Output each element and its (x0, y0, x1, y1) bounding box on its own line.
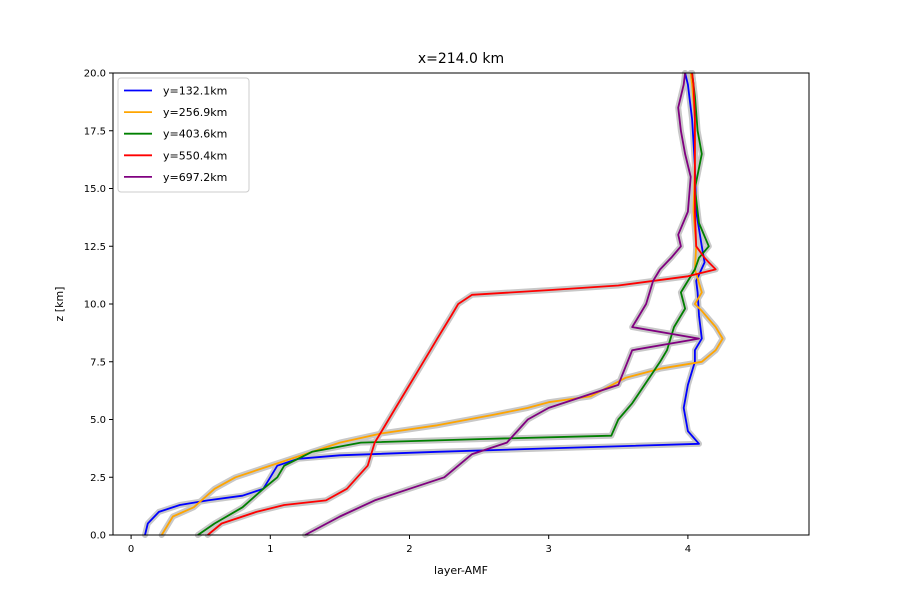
legend-label: y=132.1km (163, 85, 227, 98)
x-tick-label: 0 (128, 544, 134, 555)
x-axis-label: layer-AMF (434, 564, 488, 577)
y-axis-ticks: 0.0 2.5 5.0 7.5 10.0 12.5 15.0 17.5 20.0 (84, 69, 113, 542)
series-line-1 (144, 72, 706, 536)
chart-title: x=214.0 km (418, 51, 504, 67)
legend-label: y=403.6km (163, 128, 227, 141)
legend-label: y=550.4km (163, 149, 227, 162)
y-tick-label: 15.0 (84, 184, 106, 195)
series-lines (144, 72, 724, 536)
legend-label: y=697.2km (163, 171, 227, 184)
legend-label: y=256.9km (163, 106, 227, 119)
y-tick-label: 17.5 (84, 126, 106, 137)
y-tick-label: 0.0 (90, 531, 106, 542)
legend-box (117, 77, 250, 193)
y-tick-label: 12.5 (84, 242, 106, 253)
y-tick-label: 5.0 (90, 415, 106, 426)
series-line-5 (304, 72, 700, 536)
y-tick-label: 20.0 (84, 69, 106, 80)
series-line-3 (197, 72, 710, 536)
y-tick-label: 10.0 (84, 300, 106, 311)
y-tick-label: 7.5 (90, 357, 106, 368)
y-axis-label: z [km] (53, 287, 66, 322)
y-tick-label: 2.5 (90, 473, 106, 484)
x-tick-label: 2 (406, 544, 412, 555)
x-tick-label: 3 (546, 544, 552, 555)
series-line-4 (207, 72, 717, 536)
legend: y=132.1km y=256.9km y=403.6km y=550.4km y=69… (117, 77, 250, 193)
x-tick-label: 1 (267, 544, 273, 555)
x-tick-label: 4 (685, 544, 691, 555)
x-axis-ticks: 0 1 2 3 4 (128, 535, 691, 555)
